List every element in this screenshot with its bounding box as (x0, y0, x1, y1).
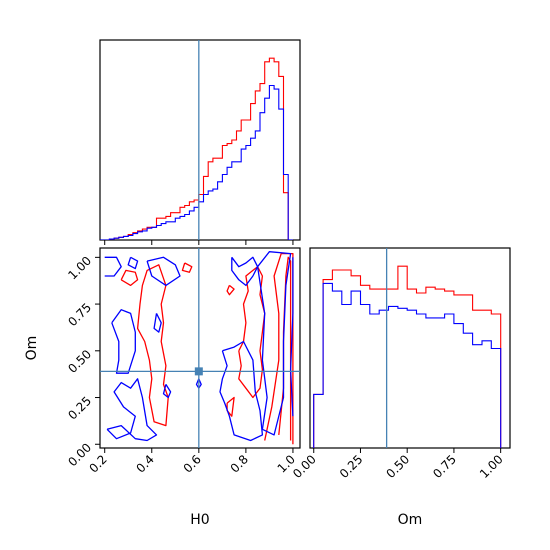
red-contour (136, 264, 169, 427)
om-y-tick-label: 0.25 (65, 394, 94, 423)
red-contour (120, 269, 139, 287)
blue-contour (256, 251, 292, 436)
blue-contour (153, 313, 162, 333)
panel-h0-histogram (99, 39, 301, 245)
red-histogram-series (100, 57, 293, 240)
y-axis-label-om: Om (24, 336, 40, 361)
contour-frame (99, 247, 301, 449)
h0-x-tick-label: 0.6 (181, 452, 204, 475)
blue-contour (111, 309, 136, 374)
om-x-tick-label: 0.25 (337, 452, 366, 481)
red-contour (181, 262, 193, 273)
om-x-tick-label: 0.75 (430, 452, 459, 481)
red-contour (278, 256, 292, 441)
blue-contour (104, 256, 122, 277)
x-axis-label-h0: H0 (190, 512, 209, 528)
x-axis-label-om: Om (398, 512, 423, 528)
om-x-tick-label: 0.50 (384, 452, 413, 481)
blue-contour (146, 256, 181, 287)
blue-contour (219, 340, 264, 442)
h0-x-tick-label: 0.4 (133, 452, 156, 475)
blue-histogram-series (100, 84, 293, 240)
h0-histogram-frame (99, 39, 301, 241)
om-y-tick-label: 0.75 (65, 300, 94, 329)
truth-marker (194, 367, 203, 376)
red-histogram-series (313, 265, 502, 448)
blue-contour (127, 256, 139, 270)
blue-contour (289, 257, 294, 417)
om-y-tick-label: 1.00 (65, 254, 94, 283)
panel-om-histogram: 0.00 0.25 0.50 0.75 1.00 (290, 247, 511, 481)
blue-contour (162, 384, 172, 399)
blue-contour (231, 256, 259, 287)
om-histogram-series (313, 248, 502, 448)
h0-x-tick-label: 0.8 (228, 452, 251, 475)
om-y-tick-label: 0.50 (65, 347, 94, 376)
h0-histogram-series (100, 40, 293, 240)
red-contour (226, 284, 235, 296)
blue-contour (106, 378, 158, 442)
blue-histogram-series (313, 282, 502, 448)
contour-series (100, 248, 300, 448)
panel-h0-om-contours: 0.2 0.4 0.6 0.8 1.00.000.250.500.751.00 (65, 247, 301, 476)
h0-histogram-ticks (104, 240, 294, 245)
om-histogram-frame (309, 247, 511, 449)
red-contour (238, 266, 266, 399)
om-x-tick-label: 1.00 (477, 452, 506, 481)
om-x-tick-label: 0.00 (290, 452, 319, 481)
om-histogram-ticks: 0.00 0.25 0.50 0.75 1.00 (290, 448, 506, 481)
h0-x-tick-label: 0.2 (86, 452, 109, 475)
